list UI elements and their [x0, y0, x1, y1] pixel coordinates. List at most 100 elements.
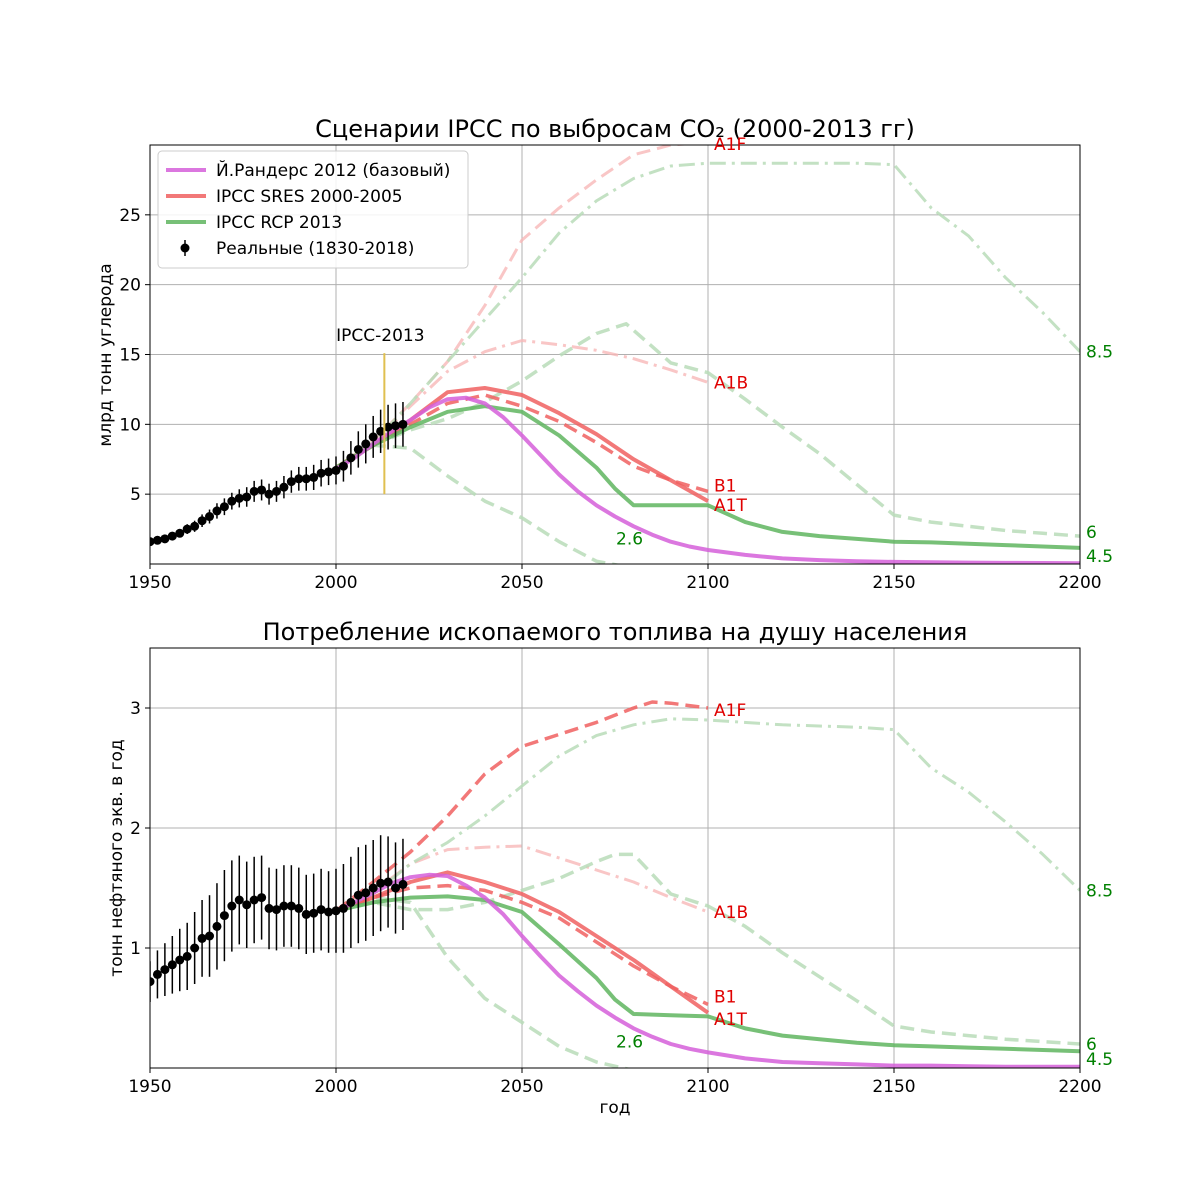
- real-data-point: [249, 895, 259, 905]
- ipcc-2013-marker-label: IPCC-2013: [336, 326, 424, 346]
- series-label-2-6: 2.6: [616, 1033, 643, 1053]
- series-label-8-5: 8.5: [1086, 343, 1113, 363]
- real-data-point: [227, 496, 237, 506]
- y-axis-label: тонн нефтяного экв. в год: [107, 739, 127, 976]
- real-data-point: [316, 468, 326, 478]
- series-group: [150, 700, 1080, 1068]
- real-data-point: [257, 485, 267, 495]
- series-label-a1f: A1F: [714, 701, 746, 721]
- emissions-chart: Сценарии IPCC по выбросам CO₂ (2000-2013…: [96, 115, 1113, 593]
- real-data-point: [286, 901, 296, 911]
- y-tick-label: 3: [130, 699, 141, 719]
- series-ipcc-rcp-6-line: [335, 852, 1080, 1046]
- chart-title: Потребление ископаемого топлива на душу …: [263, 618, 968, 646]
- real-data-point: [391, 883, 401, 893]
- real-data-point: [294, 903, 304, 913]
- real-data-point: [160, 965, 170, 975]
- real-data-point: [324, 467, 334, 477]
- series-labels: A1T B1 A1B A1F 4.5 2.6 6 8.5: [616, 701, 1113, 1070]
- real-data-point: [398, 879, 408, 889]
- real-data-point: [294, 474, 304, 484]
- x-tick-label: 2050: [500, 1077, 543, 1097]
- series-label-b1: B1: [714, 476, 736, 496]
- real-data-point: [190, 943, 200, 953]
- series-label-4-5: 4.5: [1086, 547, 1113, 567]
- series-ipcc-sres-a1f-line: [335, 145, 691, 469]
- real-data-point: [391, 421, 401, 431]
- real-data-point: [175, 955, 185, 965]
- x-axis-label: год: [599, 1098, 630, 1118]
- series-ipcc-rcp-6-line: [335, 322, 1080, 538]
- legend-marker-swatch: [180, 243, 190, 253]
- real-data-point: [227, 901, 237, 911]
- real-data-point: [368, 883, 378, 893]
- plot-frame: [149, 647, 1081, 1069]
- real-data-point: [301, 909, 311, 919]
- real-data-point: [175, 528, 185, 538]
- x-tick-label: 2050: [500, 573, 543, 593]
- real-data-point: [338, 461, 348, 471]
- series-label-a1b: A1B: [714, 903, 748, 923]
- series-ipcc-rcp-4-5-line: [335, 894, 1080, 1054]
- real-data-point: [234, 493, 244, 503]
- series-ipcc-sres-a1f-line: [334, 700, 709, 913]
- real-data-point: [376, 426, 386, 436]
- real-data-point: [361, 439, 371, 449]
- real-data-point: [160, 534, 170, 544]
- real-data-point: [219, 502, 229, 512]
- chart-title: Сценарии IPCC по выбросам CO₂ (2000-2013…: [315, 115, 915, 143]
- legend: Й.Рандерс 2012 (базовый) IPCC SRES 2000-2…: [157, 150, 469, 269]
- real-data-point: [190, 521, 200, 531]
- x-tick-label: 2100: [686, 573, 729, 593]
- series-label-b1: B1: [714, 987, 736, 1007]
- legend-label: IPCC SRES 2000-2005: [216, 187, 403, 207]
- y-tick-label: 20: [119, 276, 141, 296]
- real-data-point: [346, 453, 356, 463]
- y-tick-label: 10: [119, 415, 141, 435]
- real-data-point: [264, 489, 274, 499]
- x-tick-label: 2000: [314, 573, 357, 593]
- series-label-a1f: A1F: [714, 135, 746, 155]
- series-2012-line: [334, 395, 1080, 564]
- real-data-point: [219, 911, 229, 921]
- real-data-point: [376, 878, 386, 888]
- real-data-point: [197, 516, 207, 526]
- x-tick-label: 2150: [872, 1077, 915, 1097]
- series-ipcc-rcp-4-5-line: [334, 404, 1080, 550]
- real-data-point: [309, 472, 319, 482]
- legend-item: Й.Рандерс 2012 (базовый): [166, 159, 450, 181]
- series-group: [150, 145, 1080, 564]
- x-tick-label: 2200: [1058, 1077, 1101, 1097]
- real-data-point: [279, 901, 289, 911]
- series-label-4-5: 4.5: [1086, 1050, 1113, 1070]
- legend-box: [157, 150, 469, 269]
- x-tick-label: 2100: [686, 1077, 729, 1097]
- real-data-point: [212, 921, 222, 931]
- real-data-point: [271, 486, 281, 496]
- real-data-point: [286, 477, 296, 487]
- real-data-point: [271, 905, 281, 915]
- x-tick-label: 1950: [128, 1077, 171, 1097]
- grid: [149, 648, 1081, 1068]
- real-data-point: [338, 903, 348, 913]
- real-data-point: [167, 531, 177, 541]
- series-ipcc-rcp-8-5-line: [335, 161, 1080, 469]
- real-data-point: [346, 897, 356, 907]
- series-label-2-6: 2.6: [616, 529, 643, 549]
- real-data-point: [361, 888, 371, 898]
- series-label-a1t: A1T: [714, 496, 747, 516]
- real-data-point: [152, 969, 162, 979]
- real-data-point: [331, 906, 341, 916]
- y-tick-label: 25: [119, 206, 141, 226]
- real-data-point: [383, 422, 393, 432]
- real-data-point: [205, 931, 215, 941]
- y-axis-label: млрд тонн углерода: [96, 263, 116, 446]
- real-data-point: [264, 903, 274, 913]
- series-2012-line: [335, 872, 1080, 1068]
- legend-label: IPCC RCP 2013: [216, 213, 342, 233]
- real-data-point: [234, 895, 244, 905]
- fuel-consumption-chart: Потребление ископаемого топлива на душу …: [107, 618, 1113, 1118]
- real-data-point: [182, 524, 192, 534]
- ticks: 1950 2000 2050 2100 2150 2200 5 10 15 20 25: [119, 206, 1101, 593]
